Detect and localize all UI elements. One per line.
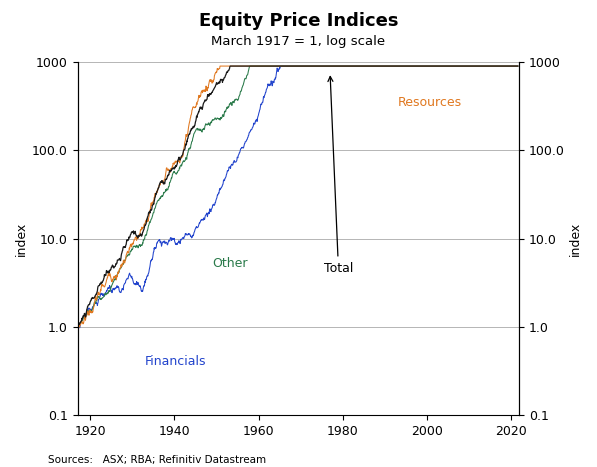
Text: Sources:   ASX; RBA; Refinitiv Datastream: Sources: ASX; RBA; Refinitiv Datastream: [48, 455, 266, 465]
Y-axis label: index: index: [15, 221, 28, 256]
Text: Total: Total: [324, 77, 353, 275]
Text: Resources: Resources: [398, 96, 461, 109]
Text: Financials: Financials: [145, 355, 207, 368]
Text: Equity Price Indices: Equity Price Indices: [199, 12, 398, 30]
Text: March 1917 = 1, log scale: March 1917 = 1, log scale: [211, 35, 386, 48]
Text: Other: Other: [213, 257, 248, 270]
Y-axis label: index: index: [569, 221, 582, 256]
